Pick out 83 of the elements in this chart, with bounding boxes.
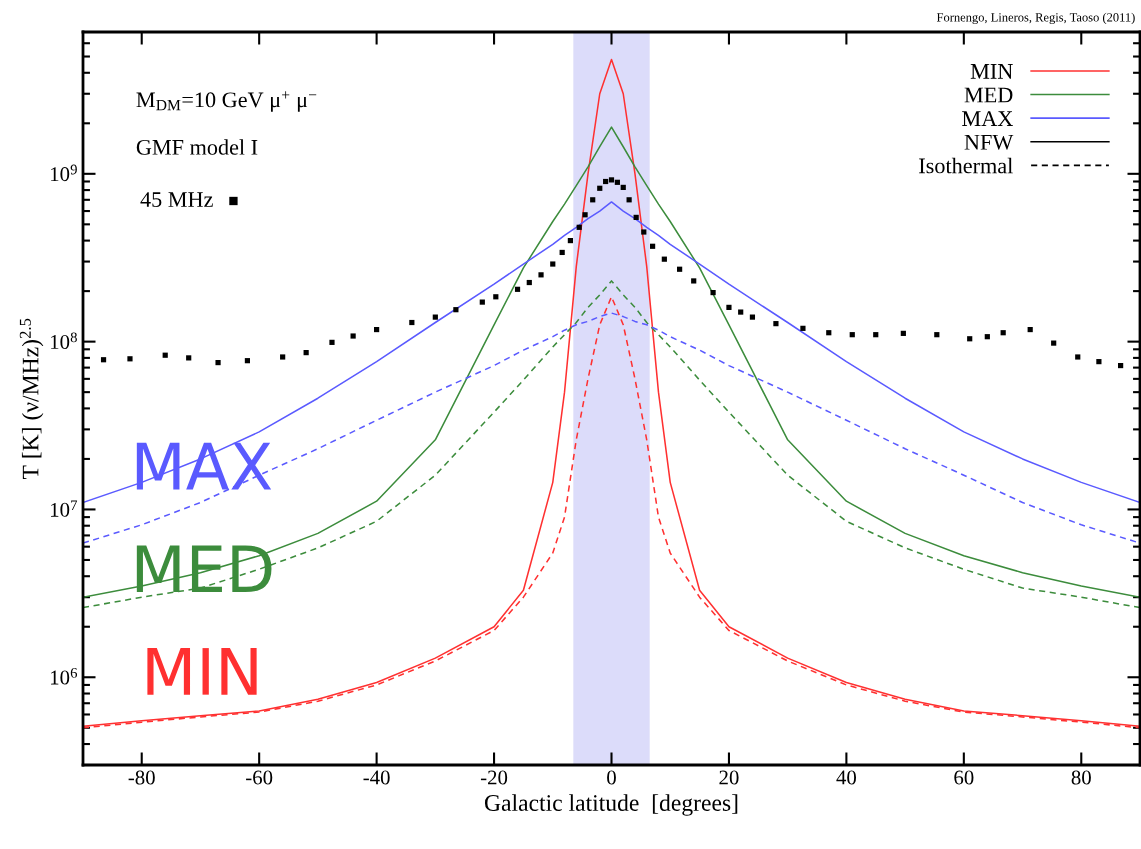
point [303, 350, 309, 356]
x-tick-label: -60 [246, 770, 273, 785]
text: Fornengo, Lineros, Regis, Taoso (2011) [936, 12, 1135, 25]
point [576, 224, 582, 230]
x-axis-title: Galactic latitude [degrees] [484, 794, 738, 816]
point [453, 307, 459, 313]
point [710, 289, 716, 296]
legend-label: MAX [962, 111, 1013, 126]
point [603, 178, 609, 185]
point [873, 332, 879, 338]
point [409, 319, 415, 326]
point [626, 197, 632, 203]
legend-label: MED [964, 87, 1013, 103]
point [620, 184, 626, 190]
point [590, 197, 596, 203]
point [934, 332, 940, 338]
point [538, 272, 544, 278]
point [849, 332, 855, 338]
x-tick-label: -20 [480, 770, 508, 785]
point [514, 286, 521, 292]
point [650, 243, 656, 249]
legend-label: MIN [970, 64, 1013, 79]
annotation: MIN [147, 648, 257, 695]
point [479, 299, 485, 305]
point [1027, 326, 1033, 333]
y-tick-label: 10$^{6}$ [51, 668, 78, 685]
point [493, 294, 499, 300]
point [526, 279, 532, 286]
x-tick-label: -80 [128, 770, 155, 785]
point [738, 309, 744, 315]
annotation: GMF model I [136, 139, 258, 155]
y-tick-label: 10$^{7}$ [51, 500, 78, 517]
point [550, 261, 556, 267]
point [1096, 359, 1102, 365]
point [567, 238, 573, 244]
x-tick-label: 60 [954, 770, 974, 785]
point [350, 333, 356, 339]
point [691, 278, 697, 284]
point [597, 185, 603, 191]
point [773, 321, 779, 327]
point [900, 330, 906, 336]
point [100, 357, 107, 363]
point [215, 360, 221, 366]
annotation: NFW [964, 134, 1014, 150]
x-tick-label: 0 [607, 770, 616, 785]
y-tick-label: 10$^{8}$ [51, 332, 77, 349]
point [614, 179, 620, 185]
point [432, 314, 438, 320]
y-axis-title: T [K] (ν/MHz)$^{2.5}$ [19, 318, 44, 480]
point [1118, 362, 1124, 369]
point [1000, 330, 1006, 336]
point [677, 266, 683, 272]
y-tick-label: 10$^{9}$ [51, 164, 77, 182]
point [127, 356, 133, 362]
point [984, 334, 990, 340]
x-tick-label: 40 [836, 770, 857, 785]
point [608, 177, 615, 183]
point [967, 336, 973, 342]
point [329, 339, 335, 345]
point [661, 256, 667, 262]
point [244, 358, 251, 364]
annotation: M$_{DM}$=10 GeV μ$^{+}$ μ$^{−}$ [136, 91, 317, 112]
point [582, 212, 588, 218]
point [633, 214, 639, 220]
point [749, 314, 756, 320]
point [374, 326, 380, 333]
annotation: Isothermal [919, 157, 1013, 174]
line-series [83, 126, 1140, 598]
point [800, 325, 806, 331]
point [826, 330, 832, 336]
point [1051, 340, 1057, 346]
legend-label: 45 MHz [140, 192, 213, 208]
x-tick-label: -40 [363, 770, 390, 785]
point [641, 229, 647, 235]
point [186, 355, 192, 361]
line-series [83, 280, 1140, 609]
point [162, 352, 168, 358]
point [559, 249, 565, 256]
x-tick-label: 20 [719, 770, 739, 785]
point [726, 304, 732, 310]
point [280, 354, 286, 360]
x-tick-label: 80 [1071, 770, 1091, 785]
point [1075, 354, 1081, 360]
